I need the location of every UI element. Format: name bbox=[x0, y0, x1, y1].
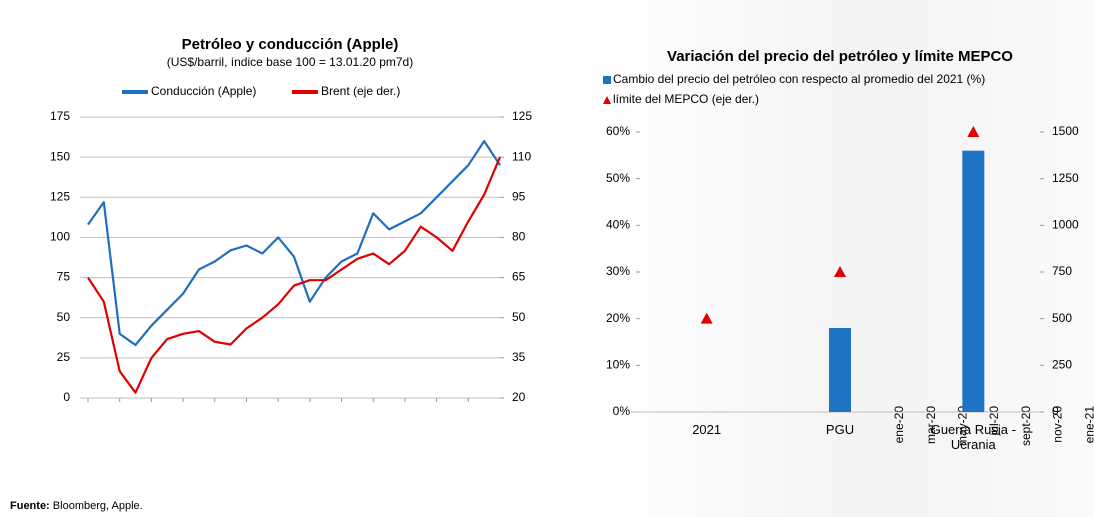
y-tick-label: 20% bbox=[606, 311, 630, 325]
y-tick-label: 10% bbox=[606, 358, 630, 372]
y2-tick-label: 65 bbox=[512, 270, 526, 284]
y2-tick-label: 0 bbox=[1052, 404, 1059, 418]
source-label: Fuente: bbox=[10, 500, 50, 512]
source-note: Fuente: Bloomberg, Apple. bbox=[10, 500, 143, 512]
y-tick-label: 0 bbox=[63, 390, 70, 404]
line-series bbox=[88, 157, 500, 393]
chart-title: Variación del precio del petróleo y lími… bbox=[667, 48, 1013, 65]
legend-swatch bbox=[603, 76, 611, 84]
legend-label: Brent (eje der.) bbox=[321, 84, 400, 98]
y2-tick-label: 95 bbox=[512, 189, 526, 203]
y-tick-label: 175 bbox=[50, 109, 70, 123]
y2-tick-label: 110 bbox=[512, 149, 531, 163]
y-tick-label: 25 bbox=[57, 350, 71, 364]
y-tick-label: 75 bbox=[57, 270, 71, 284]
line-series bbox=[88, 141, 500, 345]
y2-tick-label: 250 bbox=[1052, 358, 1072, 372]
y2-tick-label: 750 bbox=[1052, 264, 1072, 278]
x-tick-label: ene-21 bbox=[1082, 406, 1094, 444]
y2-tick-label: 500 bbox=[1052, 311, 1072, 325]
y2-tick-label: 20 bbox=[512, 390, 526, 404]
y-tick-label: 50 bbox=[57, 310, 71, 324]
x-tick-label: Guerra Rusia - Ucrania bbox=[913, 422, 1033, 452]
y-tick-label: 100 bbox=[50, 230, 70, 244]
chart-title: Petróleo y conducción (Apple) bbox=[182, 36, 399, 53]
chart-subtitle: (US$/barril, índice base 100 = 13.01.20 … bbox=[167, 55, 413, 69]
y2-tick-label: 80 bbox=[512, 230, 526, 244]
triangle-marker bbox=[834, 266, 846, 277]
y2-tick-label: 35 bbox=[512, 350, 526, 364]
source-text: Bloomberg, Apple. bbox=[53, 500, 143, 512]
x-label-box: Guerra Rusia - Ucrania bbox=[913, 422, 1033, 462]
bar bbox=[829, 328, 851, 412]
y2-tick-label: 1250 bbox=[1052, 171, 1079, 185]
y2-tick-label: 1500 bbox=[1052, 124, 1079, 138]
x-tick-label: PGU bbox=[780, 422, 900, 437]
triangle-marker bbox=[967, 126, 979, 137]
triangle-marker bbox=[701, 313, 713, 324]
y2-tick-label: 125 bbox=[512, 109, 532, 123]
y2-tick-label: 1000 bbox=[1052, 218, 1079, 232]
x-label-box: 2021 bbox=[647, 422, 767, 462]
y-tick-label: 50% bbox=[606, 171, 630, 185]
legend-label: Conducción (Apple) bbox=[151, 84, 256, 98]
bar bbox=[962, 151, 984, 412]
y-tick-label: 150 bbox=[50, 149, 70, 163]
page: Fuente: Bloomberg, Apple. Petróleo y con… bbox=[0, 0, 1094, 517]
y-tick-label: 0% bbox=[613, 404, 631, 418]
y-tick-label: 40% bbox=[606, 218, 630, 232]
y-tick-label: 30% bbox=[606, 264, 630, 278]
y-tick-label: 60% bbox=[606, 124, 630, 138]
x-tick-label: 2021 bbox=[647, 422, 767, 437]
legend-swatch bbox=[603, 96, 611, 104]
x-label-box: PGU bbox=[780, 422, 900, 462]
y2-tick-label: 50 bbox=[512, 310, 526, 324]
legend-label: límite del MEPCO (eje der.) bbox=[613, 92, 759, 106]
y-tick-label: 125 bbox=[50, 189, 70, 203]
legend-label: Cambio del precio del petróleo con respe… bbox=[613, 72, 985, 86]
